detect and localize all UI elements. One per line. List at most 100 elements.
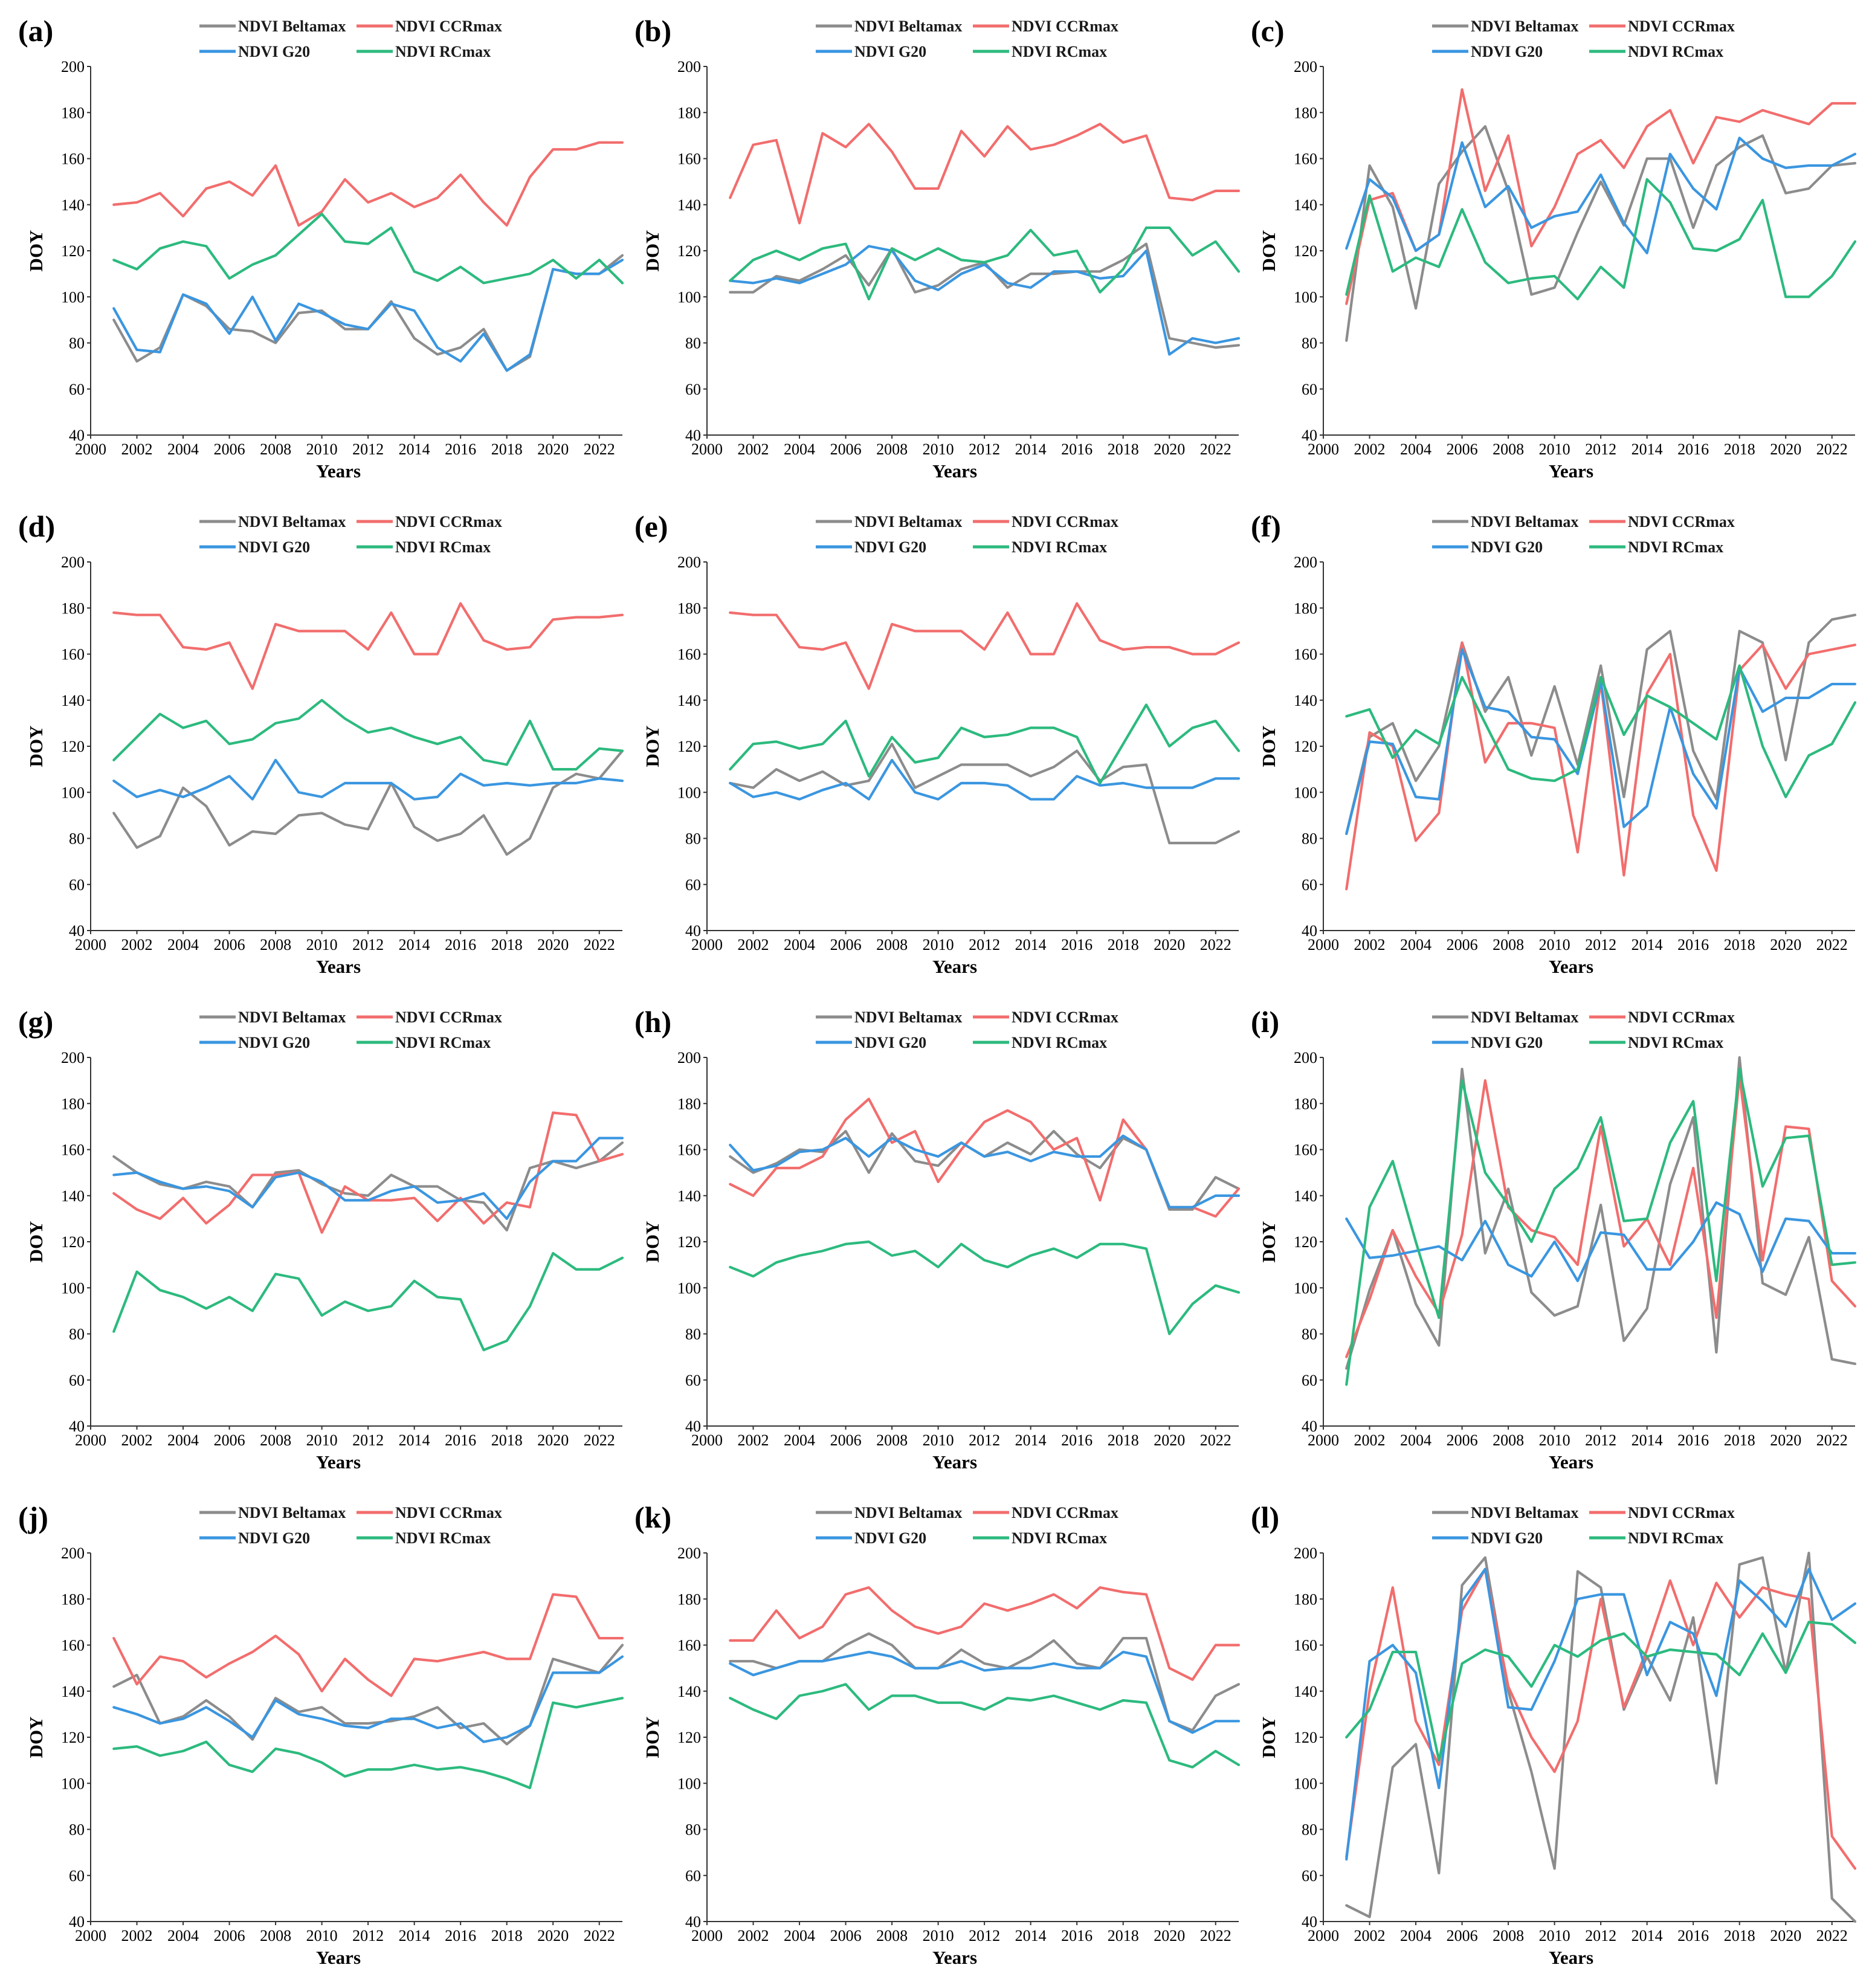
series-line-ndvi-ccrmax [729, 602, 1241, 690]
legend-entry: NDVI Beltamax [238, 18, 346, 35]
y-tick-label: 160 [677, 1637, 701, 1654]
y-tick-label: 160 [61, 1141, 85, 1159]
x-tick-label: 2014 [1632, 936, 1663, 954]
x-tick-label: 2014 [1015, 936, 1047, 954]
x-tick-label: 2010 [306, 1431, 338, 1449]
y-tick-label: 100 [677, 288, 701, 306]
x-tick-label: 2018 [1724, 1927, 1755, 1944]
x-tick-label: 2012 [352, 1927, 384, 1944]
x-tick-label: 2022 [1816, 1431, 1848, 1449]
x-tick-label: 2006 [214, 936, 245, 954]
legend-entry: NDVI Beltamax [238, 1504, 346, 1522]
chart-panel-b: (b) NDVI Beltamax NDVI CCRmax NDVI G20 NDVI … [634, 12, 1245, 495]
y-tick-label: 180 [677, 1590, 701, 1608]
y-tick-label: 200 [677, 1049, 701, 1067]
line-chart: (c) NDVI Beltamax NDVI CCRmax NDVI G20 NDVI … [1251, 14, 1857, 482]
x-tick-label: 2012 [352, 936, 384, 954]
y-tick-label: 200 [61, 1049, 85, 1067]
x-tick-label: 2016 [1061, 441, 1093, 458]
chart-panel-f: (f) NDVI Beltamax NDVI CCRmax NDVI G20 NDVI … [1251, 508, 1861, 991]
series-line-ndvi-beltamax [112, 749, 624, 856]
y-tick-label: 160 [677, 150, 701, 168]
chart-panel-c: (c) NDVI Beltamax NDVI CCRmax NDVI G20 NDVI … [1251, 12, 1861, 495]
y-axis-title: DOY [25, 1717, 47, 1758]
x-tick-label: 2010 [923, 936, 954, 954]
panel-label: (c) [1251, 14, 1285, 48]
y-axis-title: DOY [1258, 726, 1279, 767]
x-tick-label: 2002 [738, 1927, 769, 1944]
y-tick-label: 120 [1294, 242, 1317, 260]
y-tick-label: 140 [677, 196, 701, 214]
line-chart: (a) NDVI Beltamax NDVI CCRmax NDVI G20 NDVI … [18, 14, 624, 482]
x-tick-label: 2000 [1308, 936, 1339, 954]
legend-entry: NDVI RCmax [1012, 43, 1107, 60]
x-tick-label: 2012 [352, 441, 384, 458]
x-tick-label: 2004 [784, 1431, 815, 1449]
y-tick-label: 60 [685, 876, 701, 894]
y-tick-label: 80 [69, 830, 85, 848]
y-tick-label: 200 [1294, 553, 1317, 571]
y-tick-label: 200 [61, 1544, 85, 1562]
x-tick-label: 2016 [445, 1431, 476, 1449]
x-tick-label: 2016 [1061, 1431, 1093, 1449]
y-tick-label: 60 [1302, 1372, 1317, 1389]
x-tick-label: 2004 [784, 936, 815, 954]
y-tick-label: 140 [61, 692, 85, 709]
x-tick-label: 2012 [969, 1927, 1000, 1944]
legend-entry: NDVI G20 [854, 538, 926, 556]
chart-panel-l: (l) NDVI Beltamax NDVI CCRmax NDVI G20 NDVI … [1251, 1499, 1861, 1982]
y-tick-label: 100 [1294, 1775, 1317, 1792]
y-tick-label: 60 [69, 876, 85, 894]
series-line-ndvi-g20 [112, 758, 624, 801]
x-tick-label: 2008 [1493, 1431, 1524, 1449]
x-tick-label: 2008 [876, 1431, 908, 1449]
x-tick-label: 2022 [1816, 441, 1848, 458]
legend-entry: NDVI Beltamax [1471, 513, 1578, 531]
legend-entry: NDVI RCmax [1628, 43, 1723, 60]
line-chart: (g) NDVI Beltamax NDVI CCRmax NDVI G20 NDVI … [18, 1005, 624, 1473]
x-tick-label: 2010 [306, 1927, 338, 1944]
x-tick-label: 2008 [876, 936, 908, 954]
x-tick-label: 2006 [830, 1431, 862, 1449]
series-line-ndvi-rcmax [729, 1683, 1241, 1769]
x-tick-label: 2002 [738, 441, 769, 458]
series-line-ndvi-beltamax [1345, 1056, 1857, 1370]
x-tick-label: 2004 [167, 1431, 199, 1449]
x-tick-label: 2018 [1108, 936, 1139, 954]
x-tick-label: 2008 [1493, 441, 1524, 458]
x-axis-title: Years [932, 956, 977, 977]
x-axis-title: Years [932, 1451, 977, 1473]
y-tick-label: 40 [69, 427, 85, 444]
x-tick-label: 2020 [1770, 441, 1801, 458]
x-tick-label: 2014 [1015, 1927, 1047, 1944]
series-line-ndvi-g20 [112, 1137, 624, 1220]
x-tick-label: 2020 [1770, 1927, 1801, 1944]
x-tick-label: 2020 [1154, 441, 1185, 458]
series-line-ndvi-rcmax [729, 226, 1241, 301]
line-chart: (h) NDVI Beltamax NDVI CCRmax NDVI G20 NDVI … [634, 1005, 1241, 1473]
y-tick-label: 40 [685, 1418, 701, 1435]
y-tick-label: 180 [61, 1095, 85, 1112]
y-tick-label: 180 [677, 1095, 701, 1112]
x-tick-label: 2016 [1061, 1927, 1093, 1944]
x-tick-label: 2012 [969, 1431, 1000, 1449]
legend-entry: NDVI G20 [238, 1034, 310, 1051]
x-tick-label: 2014 [1632, 1927, 1663, 1944]
y-tick-label: 80 [685, 335, 701, 352]
y-tick-label: 180 [1294, 104, 1317, 121]
legend-entry: NDVI CCRmax [1012, 513, 1118, 531]
x-tick-label: 2002 [738, 936, 769, 954]
y-tick-label: 60 [685, 381, 701, 398]
y-tick-label: 180 [1294, 1095, 1317, 1112]
y-tick-label: 40 [69, 922, 85, 940]
series-line-ndvi-rcmax [729, 703, 1241, 785]
x-tick-label: 2000 [75, 441, 106, 458]
x-tick-label: 2022 [584, 936, 615, 954]
line-chart: (j) NDVI Beltamax NDVI CCRmax NDVI G20 NDVI … [18, 1500, 624, 1968]
y-tick-label: 120 [61, 738, 85, 755]
x-tick-label: 2004 [1400, 1431, 1431, 1449]
y-tick-label: 160 [1294, 150, 1317, 168]
y-tick-label: 40 [685, 1913, 701, 1931]
y-tick-label: 180 [1294, 599, 1317, 617]
x-tick-label: 2004 [167, 441, 199, 458]
